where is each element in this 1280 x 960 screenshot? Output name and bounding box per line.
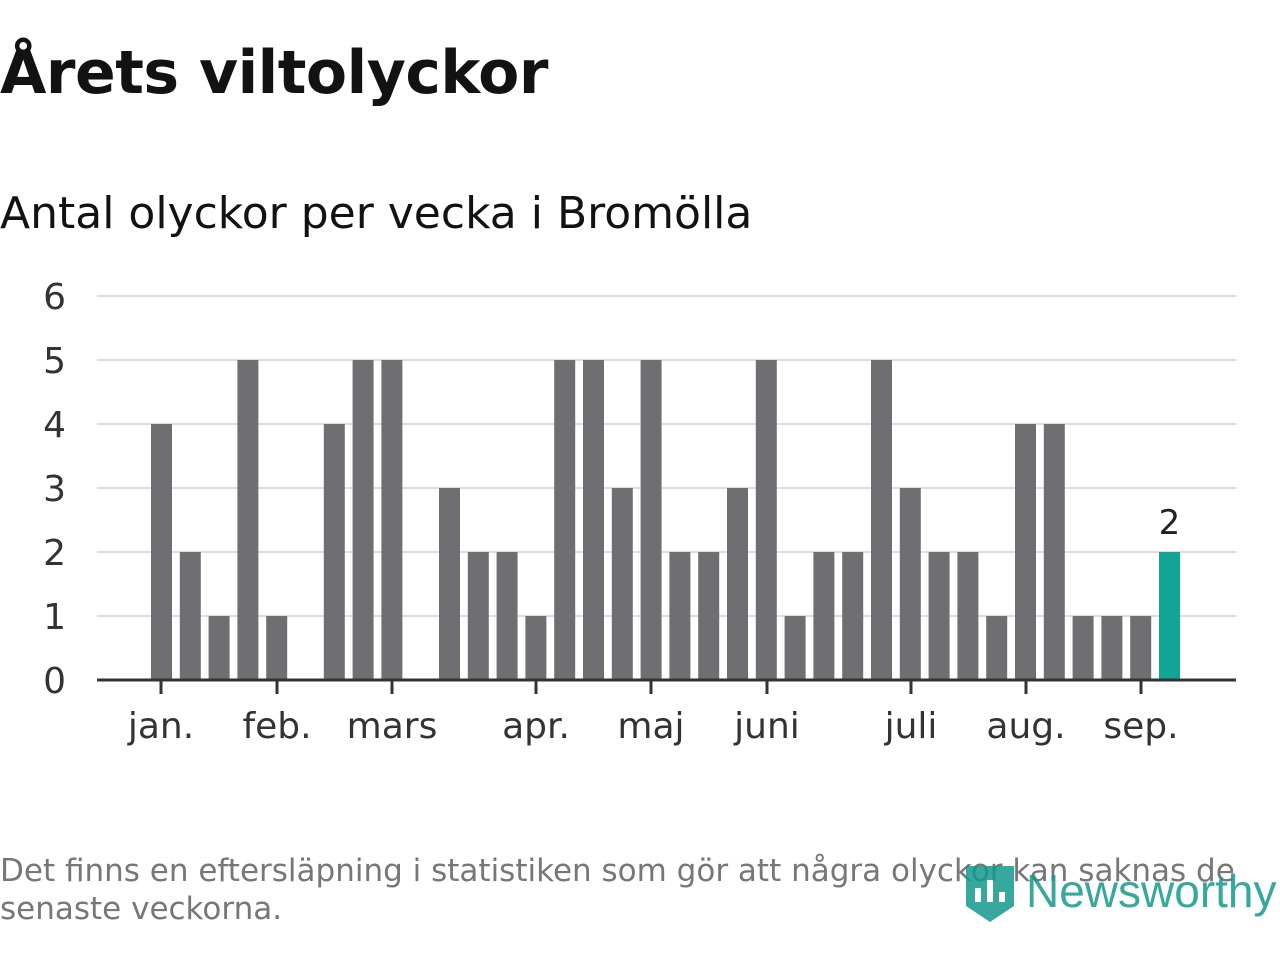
bar: [439, 488, 460, 680]
brand-name: Newsworthy: [1026, 865, 1277, 917]
bar: [323, 424, 345, 680]
bar: [583, 360, 604, 680]
bar: [957, 552, 979, 680]
x-tick-label: mars: [347, 706, 438, 747]
bar-highlight: [1159, 552, 1180, 680]
bar: [237, 360, 259, 680]
bar: [467, 552, 489, 680]
bar: [1015, 424, 1036, 680]
x-tick-label: maj: [617, 706, 684, 747]
bar: [698, 552, 720, 680]
newsworthy-logo-icon: [966, 866, 1014, 922]
y-tick-label: 6: [43, 277, 66, 318]
bar: [496, 552, 518, 680]
y-tick-label: 0: [43, 661, 66, 702]
bar: [381, 360, 403, 680]
bar: [755, 360, 777, 680]
bar: [151, 424, 172, 680]
bar: [1130, 616, 1152, 680]
y-tick-label: 4: [43, 405, 66, 446]
chart-title: Årets viltolyckor: [0, 38, 549, 108]
bar: [352, 360, 374, 680]
bar-chart: 0 1 2 3 4 5 6 2 jan. feb. mars apr. maj juni juli aug. s…: [43, 277, 1236, 747]
y-tick-label: 2: [43, 533, 66, 574]
bar: [669, 552, 691, 680]
x-tick-label: aug.: [986, 706, 1065, 747]
bar: [611, 488, 633, 680]
brand-logo: Newsworthy: [962, 858, 1277, 924]
x-tick-label: juli: [884, 706, 938, 747]
bar: [554, 360, 576, 680]
x-tick-label: juni: [733, 706, 800, 747]
x-tick-label: jan.: [127, 706, 194, 747]
data-label: 2: [1159, 503, 1181, 543]
bar: [928, 552, 950, 680]
bar: [842, 552, 864, 680]
y-tick-label: 1: [43, 597, 66, 638]
bar: [640, 360, 662, 680]
bar: [208, 616, 230, 680]
y-tick-label: 3: [43, 469, 66, 510]
bar: [1101, 616, 1123, 680]
x-tick-label: sep.: [1103, 706, 1178, 747]
x-tick-label: apr.: [502, 706, 570, 747]
chart-subtitle: Antal olyckor per vecka i Bromölla: [0, 188, 753, 239]
bar: [784, 616, 806, 680]
bar: [179, 552, 201, 680]
x-tick-label: feb.: [242, 706, 311, 747]
bar: [1043, 424, 1065, 680]
y-tick-label: 5: [43, 341, 66, 382]
bar: [871, 360, 892, 680]
bar: [266, 616, 288, 680]
bar: [813, 552, 835, 680]
bar: [899, 488, 921, 680]
footnote: Det finns en eftersläpning i statistiken…: [0, 853, 1235, 927]
bar: [986, 616, 1008, 680]
bar: [727, 488, 748, 680]
bar: [525, 616, 547, 680]
bar: [1072, 616, 1094, 680]
